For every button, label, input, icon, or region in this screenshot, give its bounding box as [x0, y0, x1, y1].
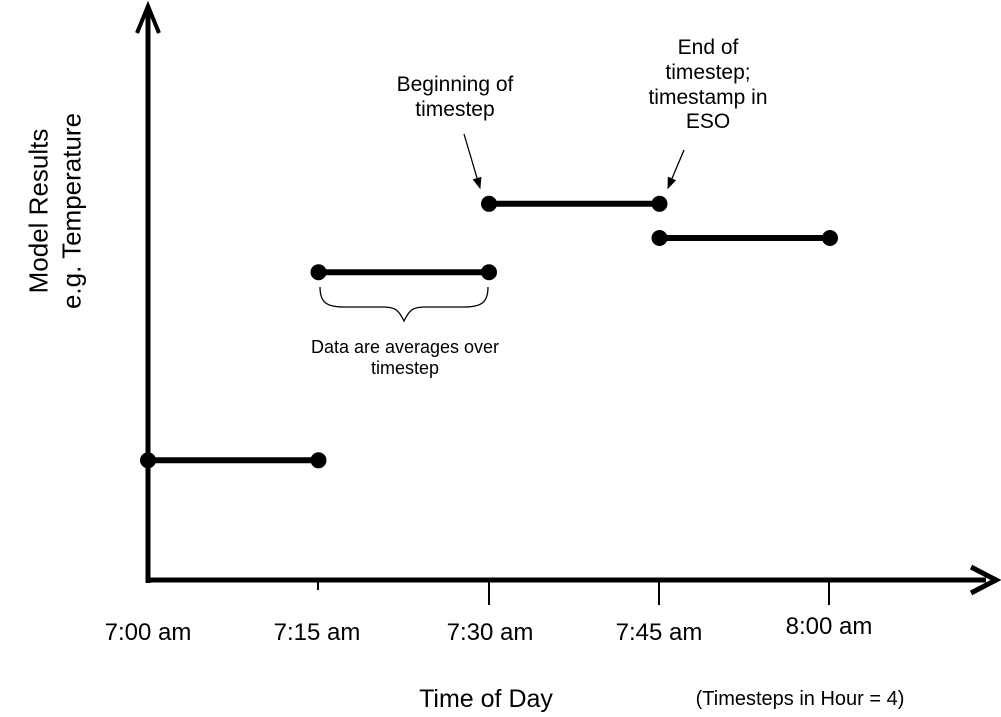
annotation-line: timestep;: [665, 60, 751, 84]
data-point: [481, 195, 497, 212]
annotation-line: End of: [677, 36, 739, 59]
end-of-timestep-annotation: End of timestep; timestamp in ESO: [648, 36, 767, 135]
tick-label-730: 7:30 am: [446, 619, 534, 646]
data-point: [310, 264, 327, 281]
x-axis-arrowhead-icon: [969, 564, 1001, 596]
averages-note: Data are averages over timestep: [311, 337, 499, 379]
y-axis-label: Model Results e.g. Temperature: [23, 113, 88, 309]
beginning-of-timestep-annotation: Beginning of timestep: [397, 73, 514, 123]
annotation-line: ESO: [685, 110, 731, 134]
segments-layer: [140, 195, 838, 469]
annotation-line: timestep: [415, 97, 495, 121]
annotation-line: Beginning of: [396, 73, 514, 96]
beginning-of-timestep-arrow-icon: [463, 133, 482, 190]
data-point: [481, 264, 497, 281]
tick-label-800: 8:00 am: [785, 613, 873, 640]
brace-icon: [319, 286, 489, 323]
tick-label-700: 7:00 am: [104, 619, 192, 646]
end-of-timestep-arrow-icon: [667, 149, 685, 190]
data-point: [822, 230, 838, 246]
y-axis-arrowhead-icon: [135, 0, 161, 34]
y-axis-label-line2: e.g. Temperature: [56, 112, 86, 310]
note-line: Data are averages over: [310, 337, 500, 357]
tick-label-745: 7:45 am: [615, 619, 703, 646]
data-point: [140, 452, 156, 469]
data-point: [651, 230, 668, 246]
note-line: timestep: [370, 358, 440, 379]
x-axis-note: (Timesteps in Hour = 4): [695, 688, 905, 710]
data-point: [651, 195, 668, 212]
annotation-line: timestamp in: [648, 85, 768, 109]
tick-label-715: 7:15 am: [273, 619, 361, 646]
y-axis-label-line1: Model Results: [23, 128, 54, 294]
x-axis-label: Time of Day: [419, 685, 553, 713]
data-point: [310, 452, 327, 469]
